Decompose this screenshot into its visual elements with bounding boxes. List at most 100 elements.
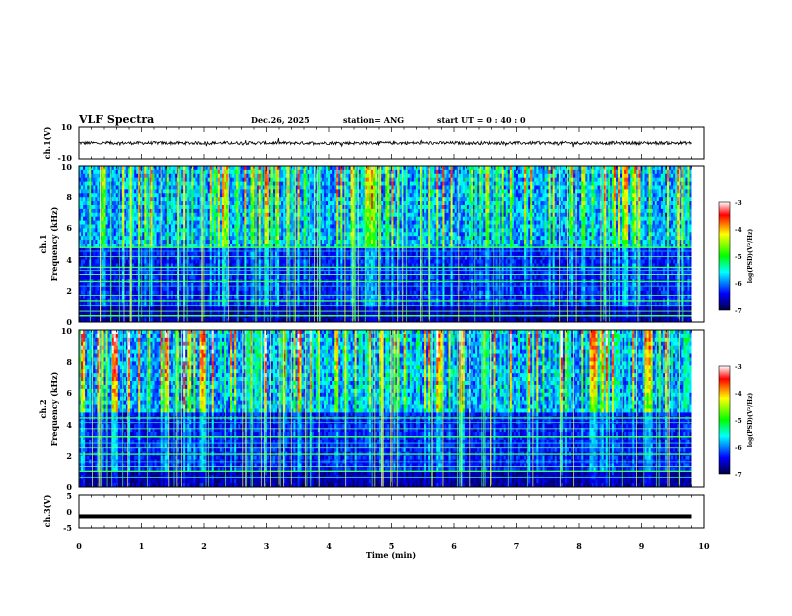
spectrogram-cell	[671, 185, 674, 190]
spectrogram-cell	[509, 220, 513, 225]
spectrogram-cell	[121, 212, 125, 218]
spectrogram-cell	[628, 216, 631, 221]
spectrogram-cell	[128, 173, 131, 179]
spectrogram-cell	[87, 185, 90, 190]
spectrogram-cell	[221, 173, 225, 179]
spectrogram-cell	[293, 193, 296, 198]
spectrogram-cell	[389, 185, 392, 190]
spectrogram-cell	[115, 173, 119, 179]
spectrogram-cell	[662, 212, 666, 218]
spectrogram-cell	[622, 216, 625, 221]
spectrogram-cell	[250, 201, 253, 206]
spectrogram-cell	[411, 185, 415, 190]
spectrogram-cell	[358, 189, 362, 194]
spectrogram-cell	[387, 216, 390, 221]
spectrogram-cell	[156, 181, 159, 186]
spectrogram-cell	[364, 169, 368, 175]
spectrogram-cell	[277, 224, 280, 229]
spectrogram-cell	[228, 208, 231, 214]
spectrogram-cell	[236, 216, 239, 221]
spectrogram-cell	[650, 224, 654, 229]
spectrogram-cell	[660, 216, 664, 221]
spectrogram-cell	[221, 201, 225, 206]
spectrogram-cell	[154, 181, 157, 186]
spectrogram-cell	[244, 166, 247, 171]
spectrogram-cell	[187, 228, 190, 233]
spectrogram-cell	[562, 185, 566, 190]
spectrogram-cell	[295, 173, 298, 179]
spectrogram-cell	[515, 185, 519, 190]
spectrogram-cell	[268, 193, 272, 198]
spectrogram-cell	[166, 212, 170, 218]
spectrogram-cell	[385, 189, 388, 194]
spectrogram-cell	[83, 220, 86, 225]
spectrogram-cell	[142, 189, 145, 194]
spectrogram-cell	[103, 224, 106, 229]
spectrogram-cell	[450, 185, 453, 190]
spectrogram-cell	[454, 212, 458, 218]
spectrogram-cell	[277, 220, 280, 225]
spectrogram-cell	[368, 197, 372, 202]
spectrogram-cell	[477, 212, 480, 218]
spectrogram-cell	[303, 220, 306, 225]
spectrogram-cell	[509, 193, 513, 198]
spectrogram-cell	[170, 173, 174, 179]
spectrogram-cell	[581, 224, 584, 229]
spectrogram-cell	[515, 220, 519, 225]
spectrogram-cell	[342, 201, 345, 206]
spectrogram-cell	[477, 197, 480, 202]
spectrogram-cell	[630, 216, 633, 221]
spectrogram-cell	[387, 220, 390, 225]
spectrogram-cell	[128, 208, 131, 214]
spectrogram-cell	[105, 220, 108, 225]
spectrogram-cell	[334, 205, 337, 210]
spectrogram-cell	[358, 220, 362, 225]
spectrogram-cell	[252, 216, 255, 221]
spectrogram-cell	[125, 201, 129, 206]
spectrogram-cell	[344, 201, 347, 206]
spectrogram-cell	[495, 177, 498, 182]
spectrogram-cell	[399, 212, 402, 218]
spectrogram-cell	[473, 177, 476, 182]
spectrogram-cell	[166, 201, 170, 206]
spectrogram-cell	[189, 201, 192, 206]
spectrogram-cell	[542, 220, 545, 225]
spectrogram-cell	[513, 166, 517, 171]
spectrogram-cell	[393, 220, 396, 225]
spectrogram-cell	[391, 208, 394, 214]
spectrogram-cell	[246, 181, 249, 186]
spectrogram-cell	[385, 224, 388, 229]
spectrogram-cell	[403, 228, 407, 233]
spectrogram-cell	[462, 205, 466, 210]
spectrogram-cell	[407, 177, 411, 182]
spectrogram-cell	[85, 177, 88, 182]
spectrogram-cell	[607, 197, 611, 202]
spectrogram-cell	[230, 189, 233, 194]
spectrogram-cell	[424, 216, 427, 221]
spectrogram-cell	[511, 205, 515, 210]
spectrogram-cell	[97, 201, 100, 206]
spectrogram-cell	[97, 228, 100, 233]
spectrogram-cell	[142, 228, 145, 233]
spectrogram-cell	[624, 169, 627, 175]
spectrogram-cell	[593, 181, 596, 186]
spectrogram-cell	[507, 224, 511, 229]
spectrogram-cell	[119, 173, 123, 179]
spectrogram-cell	[587, 224, 590, 229]
spectrogram-cell	[430, 201, 433, 206]
spectrogram-cell	[650, 197, 654, 202]
spectrogram-cell	[652, 224, 656, 229]
spectrogram-cell	[515, 181, 519, 186]
spectrogram-cell	[548, 193, 551, 198]
spectrogram-cell	[479, 220, 482, 225]
spectrogram-cell	[95, 212, 98, 218]
spectrogram-cell	[454, 197, 458, 202]
spectrogram-cell	[366, 201, 370, 206]
spectrogram-cell	[524, 173, 527, 179]
spectrogram-cell	[434, 212, 437, 218]
spectrogram-cell	[438, 220, 441, 225]
spectrogram-cell	[132, 224, 135, 229]
spectrogram-cell	[517, 173, 521, 179]
spectrogram-cell	[442, 193, 445, 198]
spectrogram-cell	[79, 173, 82, 179]
